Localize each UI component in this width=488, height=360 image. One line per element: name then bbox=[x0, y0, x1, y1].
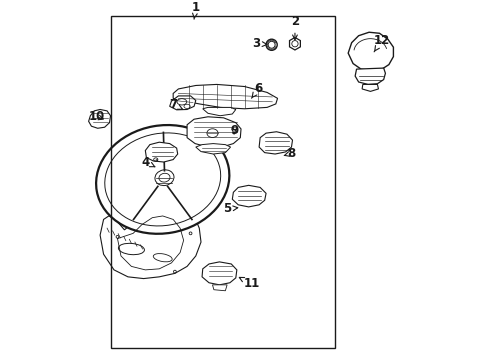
Polygon shape bbox=[173, 85, 277, 109]
Text: 5: 5 bbox=[223, 202, 237, 216]
Text: 10: 10 bbox=[88, 110, 104, 123]
Text: 12: 12 bbox=[373, 34, 389, 52]
Polygon shape bbox=[259, 132, 292, 154]
Polygon shape bbox=[212, 285, 226, 291]
Text: 7: 7 bbox=[169, 98, 183, 111]
Polygon shape bbox=[100, 204, 201, 279]
Polygon shape bbox=[202, 262, 236, 285]
Text: 2: 2 bbox=[290, 15, 298, 40]
Polygon shape bbox=[232, 185, 265, 207]
Text: 11: 11 bbox=[239, 277, 259, 290]
Polygon shape bbox=[195, 144, 230, 154]
Ellipse shape bbox=[96, 125, 229, 234]
Polygon shape bbox=[347, 32, 393, 71]
Polygon shape bbox=[145, 142, 177, 162]
Bar bbox=[110, 16, 334, 348]
Polygon shape bbox=[169, 96, 195, 110]
Text: 6: 6 bbox=[251, 82, 262, 98]
Text: 4: 4 bbox=[141, 156, 155, 168]
Text: 1: 1 bbox=[191, 1, 200, 19]
Polygon shape bbox=[187, 117, 241, 147]
Polygon shape bbox=[289, 37, 300, 50]
Polygon shape bbox=[354, 68, 385, 85]
Polygon shape bbox=[88, 109, 110, 128]
Text: 8: 8 bbox=[284, 147, 295, 160]
Polygon shape bbox=[203, 107, 235, 116]
Text: 3: 3 bbox=[252, 37, 266, 50]
Polygon shape bbox=[362, 85, 378, 91]
Text: 9: 9 bbox=[229, 124, 238, 137]
